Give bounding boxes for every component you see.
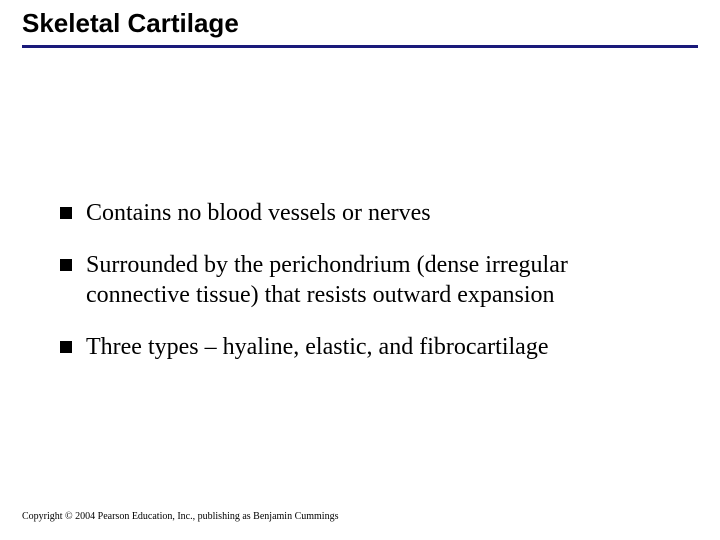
- square-bullet-icon: [60, 341, 72, 353]
- square-bullet-icon: [60, 259, 72, 271]
- bullet-item: Contains no blood vessels or nerves: [60, 198, 660, 228]
- bullet-text: Three types – hyaline, elastic, and fibr…: [86, 332, 548, 362]
- bullet-text: Contains no blood vessels or nerves: [86, 198, 431, 228]
- square-bullet-icon: [60, 207, 72, 219]
- title-area: Skeletal Cartilage: [0, 0, 720, 39]
- slide-title: Skeletal Cartilage: [22, 8, 720, 39]
- slide: Skeletal Cartilage Contains no blood ves…: [0, 0, 720, 540]
- bullet-text: Surrounded by the perichondrium (dense i…: [86, 250, 660, 310]
- bullet-item: Three types – hyaline, elastic, and fibr…: [60, 332, 660, 362]
- bullet-item: Surrounded by the perichondrium (dense i…: [60, 250, 660, 310]
- content-area: Contains no blood vessels or nerves Surr…: [0, 48, 720, 362]
- copyright-text: Copyright © 2004 Pearson Education, Inc.…: [22, 511, 338, 522]
